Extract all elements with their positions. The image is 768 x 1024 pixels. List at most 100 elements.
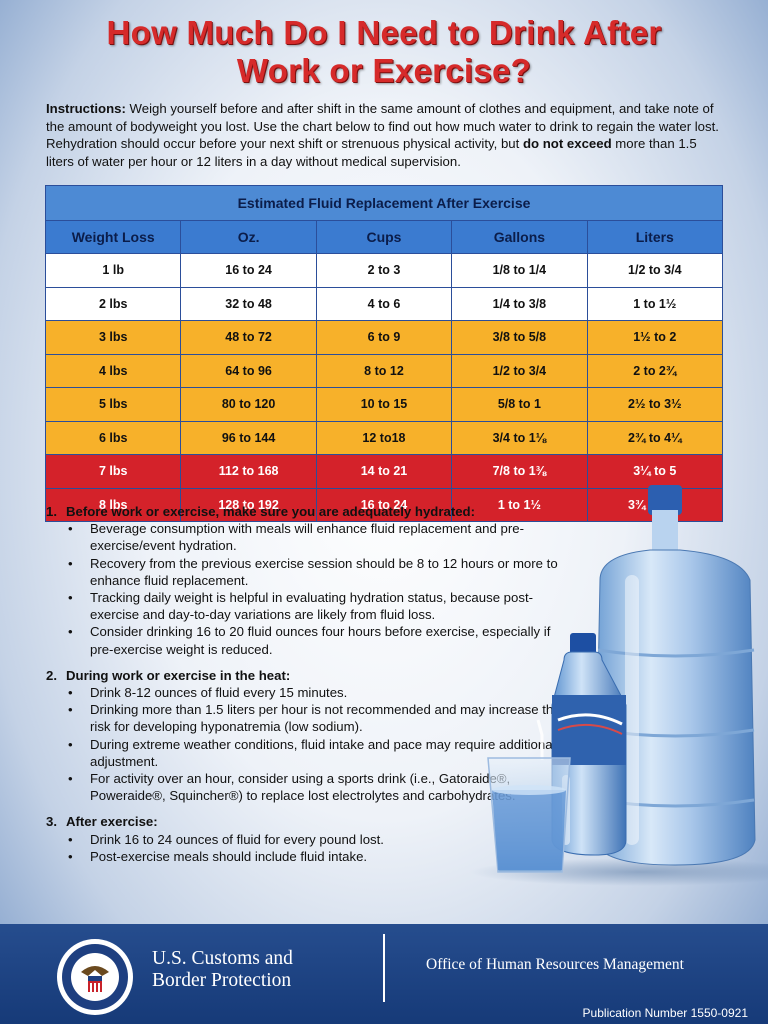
footer-bar: U.S. Customs and Border Protection Offic…	[0, 924, 768, 1024]
table-cell: 48 to 72	[180, 320, 317, 355]
bullet-list: Drink 8-12 ounces of fluid every 15 minu…	[46, 684, 566, 804]
table-row: 6 lbs 96 to 144 12 to18 3/4 to 1⅛ 2¾ to 4¼	[44, 420, 724, 455]
table-cell: 16 to 24	[180, 253, 317, 288]
agency-line-1: U.S. Customs and	[152, 948, 293, 969]
section-number: 2.	[46, 667, 57, 683]
table-cell: 3 lbs	[44, 320, 182, 355]
sports-bottle-icon	[551, 633, 627, 856]
instructions-emphasis: do not exceed	[522, 136, 612, 151]
header-weight-loss: Weight Loss	[44, 220, 182, 254]
table-cell: 2½ to 3½	[586, 387, 724, 422]
bullet-item: Drink 16 to 24 ounces of fluid for every…	[68, 831, 566, 848]
table-cell: 8 lbs	[44, 487, 182, 522]
table-cell: 5 lbs	[44, 387, 182, 422]
table-cell: 2 lbs	[44, 286, 182, 321]
agency-line-2: Border Protection	[152, 970, 292, 991]
bullet-item: During extreme weather conditions, fluid…	[68, 736, 566, 770]
header-gallons: Gallons	[451, 220, 588, 254]
table-cell: 4 to 6	[315, 286, 453, 321]
page-title: How Much Do I Need to Drink After Work o…	[0, 14, 768, 90]
table-cell: 1 to 1½	[586, 286, 724, 321]
cbp-seal-icon	[57, 939, 133, 1015]
table-cell: 6 lbs	[44, 420, 182, 455]
guidance-sections: 1. Before work or exercise, make sure you…	[46, 503, 566, 874]
guidance-section: 1. Before work or exercise, make sure you…	[46, 503, 566, 658]
table-cell: 80 to 120	[180, 387, 317, 422]
publication-number: Publication Number 1550-0921	[582, 1006, 748, 1020]
bullet-item: Beverage consumption with meals will enh…	[68, 520, 566, 554]
table-cell: 1/2 to 3/4	[451, 353, 588, 388]
table-cell: 4 lbs	[44, 353, 182, 388]
bullet-item: Post-exercise meals should include fluid…	[68, 848, 566, 865]
table-cell: 16 to 24	[315, 487, 453, 522]
bullet-item: Recovery from the previous exercise sess…	[68, 555, 566, 589]
header-cups: Cups	[315, 220, 453, 254]
table-cell: 128 to 192	[180, 487, 317, 522]
table-cell: 1 to 1½	[451, 487, 588, 522]
section-heading: 2. During work or exercise in the heat:	[46, 667, 566, 684]
table-cell: 3/8 to 5/8	[451, 320, 588, 355]
header-liters: Liters	[586, 220, 724, 254]
table-caption: Estimated Fluid Replacement After Exerci…	[45, 185, 723, 221]
section-number: 3.	[46, 814, 57, 830]
table-cell: 8 to 12	[315, 353, 453, 388]
table-cell: 1/2 to 3/4	[586, 253, 724, 288]
footer-divider	[383, 934, 385, 1002]
table-cell: 112 to 168	[180, 454, 317, 489]
bullet-item: Drink 8-12 ounces of fluid every 15 minu…	[68, 684, 566, 701]
table-cell: 14 to 21	[315, 454, 453, 489]
table-cell: 7/8 to 1⅜	[451, 454, 588, 489]
title-line-2: Work or Exercise?	[236, 52, 532, 89]
table-cell: 7 lbs	[44, 454, 182, 489]
section-heading: 1. Before work or exercise, make sure you…	[46, 503, 566, 520]
table-cell: 64 to 96	[180, 353, 317, 388]
table-row: 7 lbs 112 to 168 14 to 21 7/8 to 1⅜ 3¼ to 5	[44, 454, 724, 489]
section-heading: 3. After exercise:	[46, 813, 566, 830]
fluid-replacement-table: Estimated Fluid Replacement After Exerci…	[44, 185, 724, 522]
table-row: 2 lbs 32 to 48 4 to 6 1/4 to 3/8 1 to 1½	[44, 286, 724, 321]
bullet-list: Beverage consumption with meals will enh…	[46, 520, 566, 658]
guidance-section: 2.During work or exercise in the heat:Dr…	[46, 667, 566, 805]
table-cell: 1/4 to 3/8	[451, 286, 588, 321]
instructions-text-2: more than 1.5 liters of water per hour o…	[46, 136, 697, 169]
table-header-row: Weight Loss Oz. Cups Gallons Liters	[44, 220, 724, 254]
bullet-list: Drink 16 to 24 ounces of fluid for every…	[46, 831, 566, 866]
title-line-1: How Much Do I Need to Drink After	[106, 14, 662, 51]
header-oz: Oz.	[180, 220, 317, 254]
table-cell: 96 to 144	[180, 420, 317, 455]
table-cell: 2 to 2¾	[586, 353, 724, 388]
bullet-item: Consider drinking 16 to 20 fluid ounces …	[68, 623, 566, 657]
water-jug-icon	[594, 485, 756, 866]
water-bottles-illustration	[470, 485, 768, 886]
table-cell: 10 to 15	[315, 387, 453, 422]
table-cell: 1 lb	[44, 253, 182, 288]
table-cell: 6 to 9	[315, 320, 453, 355]
instructions-text-1: Weigh yourself before and after shift in…	[46, 101, 719, 151]
table-row: 3 lbs 48 to 72 6 to 9 3/8 to 5/8 1½ to 2	[44, 320, 724, 355]
section-title: After exercise:	[66, 814, 158, 830]
table-caption-row: Estimated Fluid Replacement After Exerci…	[45, 185, 723, 221]
table-row: 4 lbs 64 to 96 8 to 12 1/2 to 3/4 2 to 2¾	[44, 353, 724, 388]
table-cell: 5/8 to 1	[451, 387, 588, 422]
bullet-item: Drinking more than 1.5 liters per hour i…	[68, 701, 566, 735]
bullet-item: Tracking daily weight is helpful in eval…	[68, 589, 566, 623]
water-glass-icon	[487, 719, 571, 873]
table-cell: 32 to 48	[180, 286, 317, 321]
table-body: 1 lb 16 to 24 2 to 3 1/8 to 1/4 1/2 to 3/4 2 …	[44, 253, 724, 522]
office-name: Office of Human Resources Management	[426, 956, 684, 973]
section-title: During work or exercise in the heat:	[66, 667, 291, 683]
bullet-item: For activity over an hour, consider usin…	[68, 770, 566, 804]
table-cell: 2¾ to 4¼	[586, 420, 724, 455]
table-row: 1 lb 16 to 24 2 to 3 1/8 to 1/4 1/2 to 3/4	[44, 253, 724, 288]
agency-name: U.S. Customs and Border Protection	[152, 948, 293, 992]
section-title: Before work or exercise, make sure you a…	[66, 504, 475, 519]
table-cell: 1/8 to 1/4	[451, 253, 588, 288]
section-number: 1.	[46, 504, 57, 519]
table-cell: 3/4 to 1⅛	[451, 420, 588, 455]
instructions-paragraph: Instructions: Weigh yourself before and …	[46, 100, 728, 170]
table-cell: 1½ to 2	[586, 320, 724, 355]
table-row: 5 lbs 80 to 120 10 to 15 5/8 to 1 2½ to 3½	[44, 387, 724, 422]
table-cell: 2 to 3	[315, 253, 453, 288]
guidance-section: 3. After exercise:Drink 16 to 24 ounces o…	[46, 813, 566, 865]
table-cell: 12 to18	[315, 420, 453, 455]
